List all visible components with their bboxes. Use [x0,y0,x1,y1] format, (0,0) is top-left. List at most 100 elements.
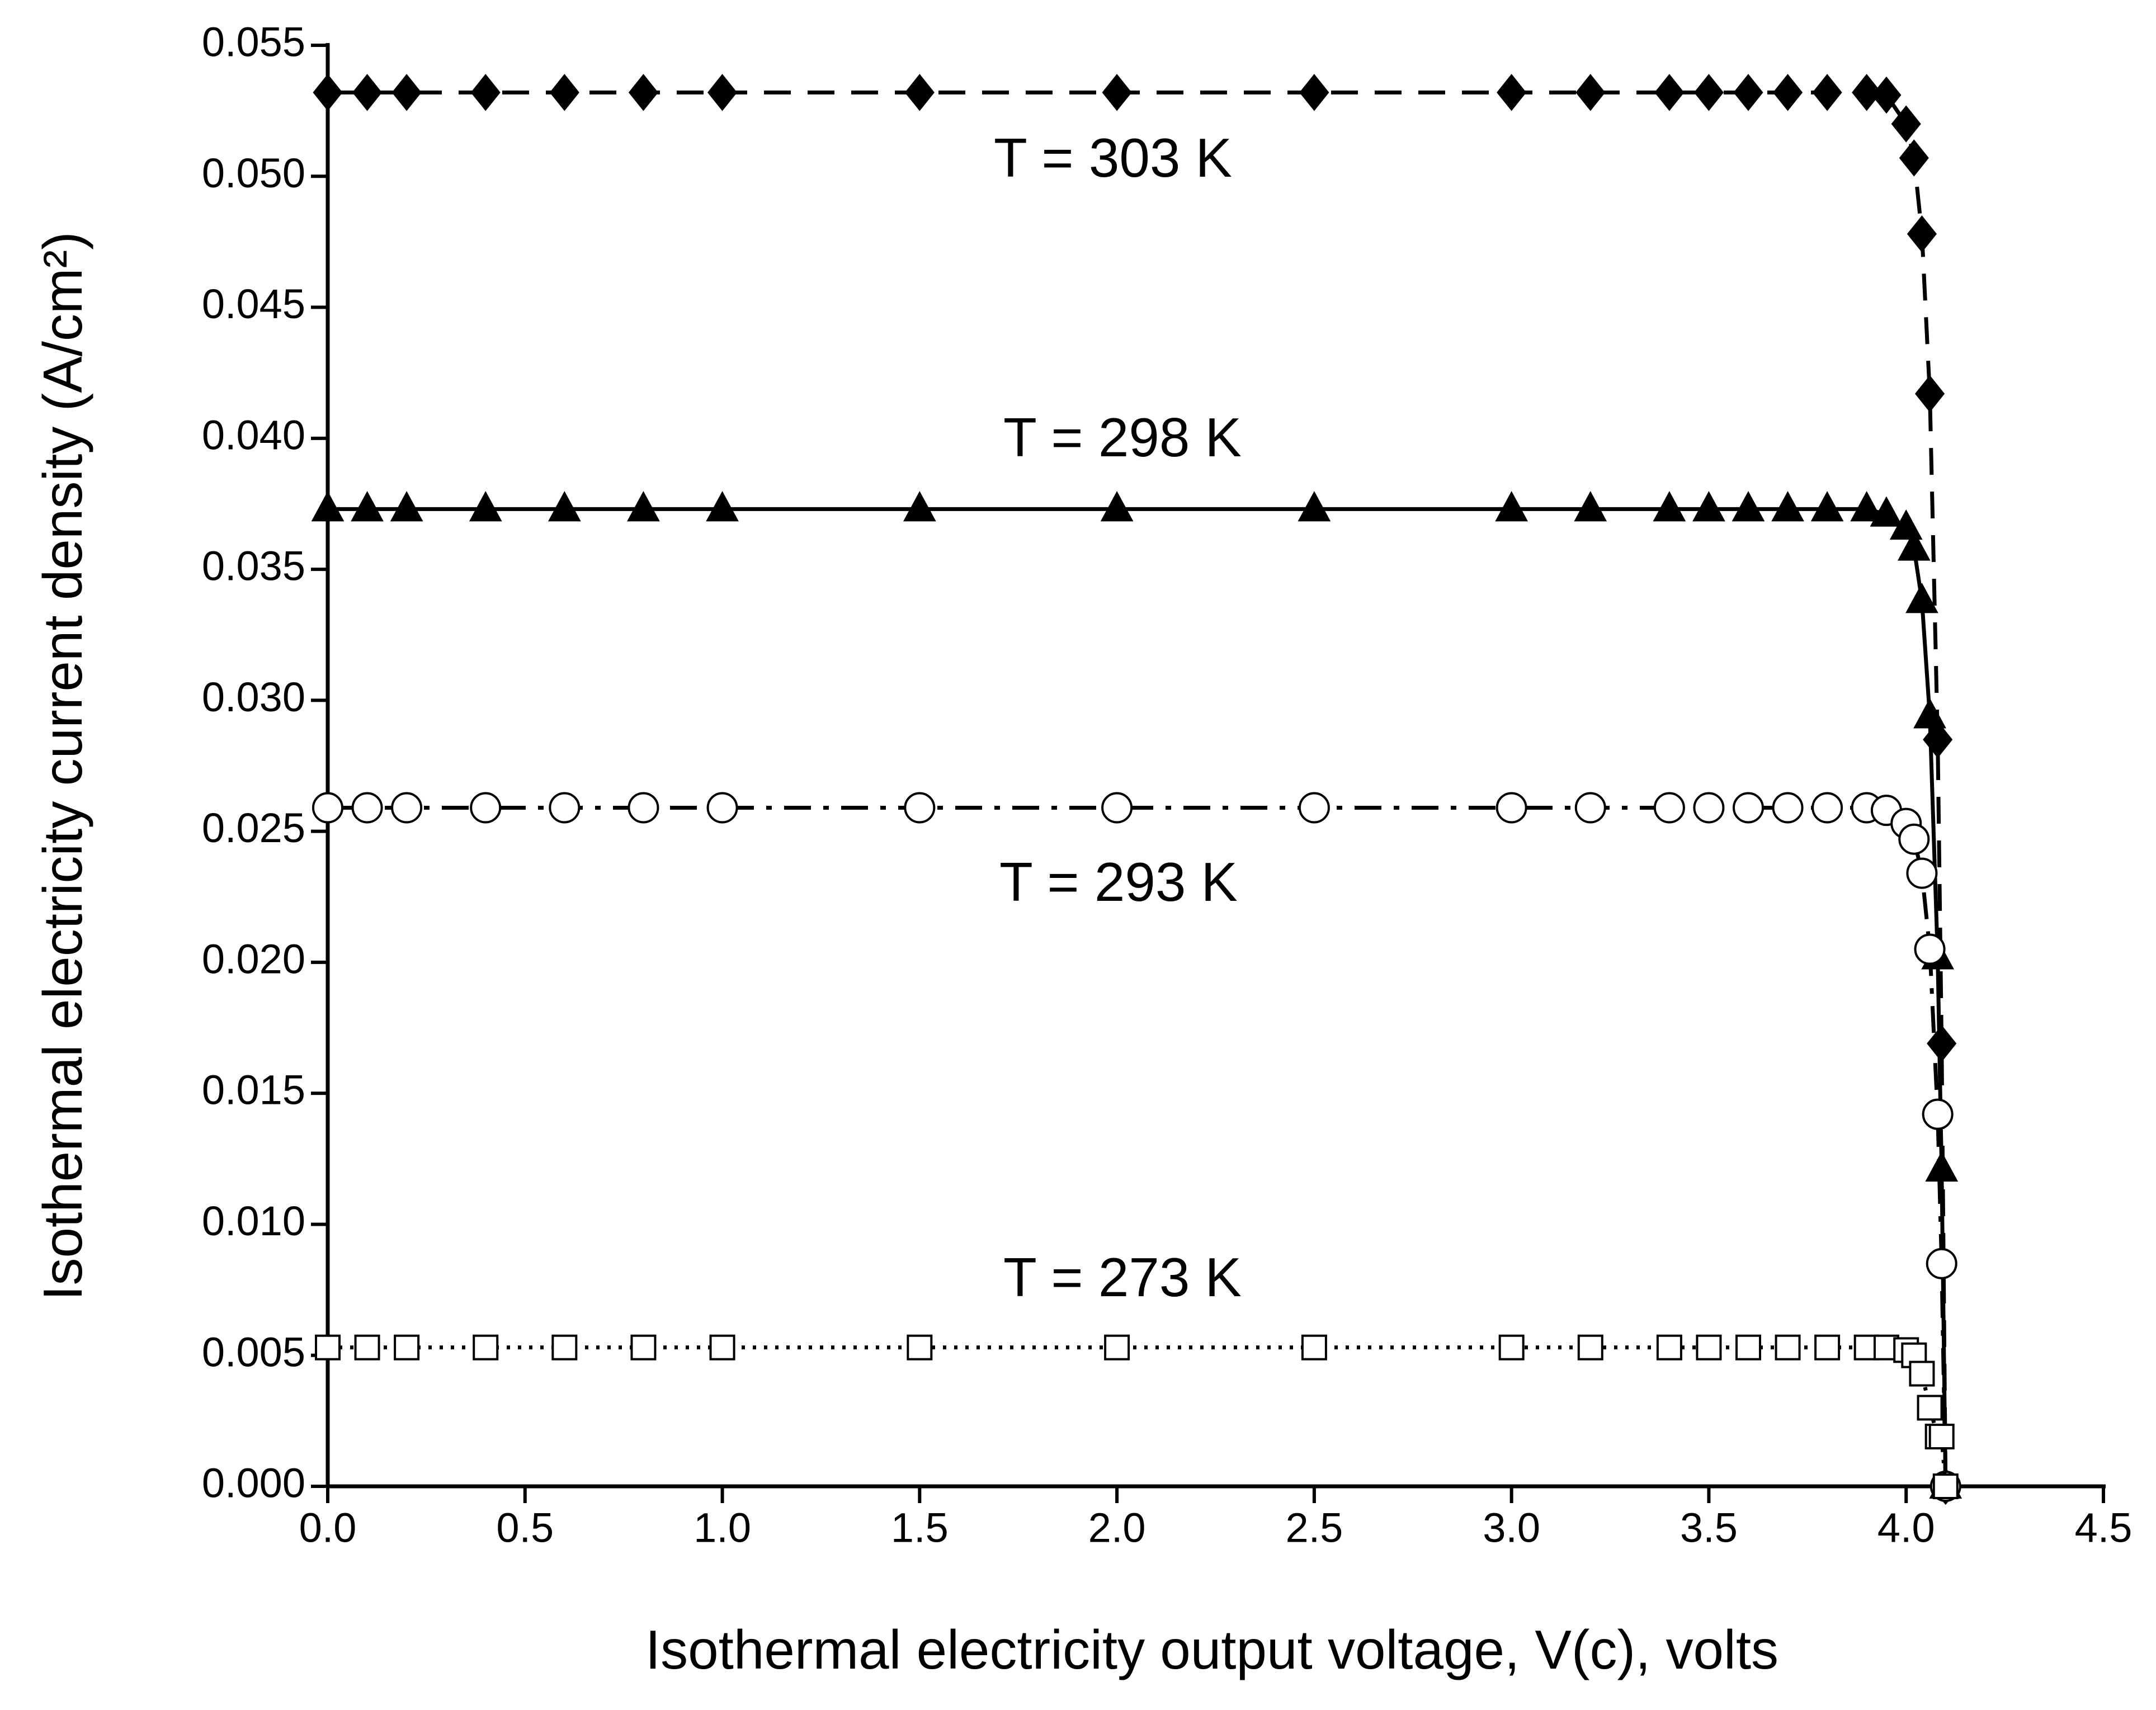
marker [1104,1334,1130,1361]
marker [1577,1334,1603,1361]
marker [1812,74,1842,111]
marker [1653,491,1686,522]
marker [1498,1334,1525,1361]
marker [549,792,581,824]
marker [1814,1334,1841,1361]
marker [1772,74,1803,111]
x-tick-label: 0.0 [299,1505,357,1551]
marker [630,1334,657,1361]
marker [903,491,936,522]
marker [549,74,579,111]
marker [1914,375,1945,413]
marker [1772,792,1804,824]
marker [1897,530,1931,561]
x-tick-label: 1.0 [693,1505,751,1551]
marker [1810,491,1844,522]
marker [548,491,581,522]
marker [354,1334,380,1361]
x-tick-label: 2.5 [1285,1505,1343,1551]
y-tick-label: 0.015 [202,1067,305,1113]
marker [473,1334,499,1361]
marker [1898,823,1930,855]
marker [470,74,501,111]
marker [1301,1334,1327,1361]
x-axis-title: Isothermal electricity output voltage, V… [645,1619,1778,1680]
y-tick-label: 0.010 [202,1198,305,1244]
marker [1870,496,1903,527]
marker [1298,792,1330,824]
marker [1926,1248,1957,1279]
marker [1100,491,1134,522]
x-tick-label: 4.5 [2075,1505,2133,1551]
marker [1298,491,1331,522]
y-tick-label: 0.055 [202,19,305,65]
marker [1909,1361,1935,1387]
y-tick-label: 0.035 [202,543,305,589]
marker [391,792,423,824]
y-tick-label: 0.040 [202,412,305,458]
annotation: T = 298 K [1003,407,1242,468]
marker [351,491,384,522]
marker [391,74,422,111]
marker [628,792,659,824]
annotation: T = 273 K [1003,1246,1242,1308]
marker [1771,491,1804,522]
marker [1574,491,1607,522]
marker [1922,1098,1954,1130]
marker [1733,792,1764,824]
marker [1497,74,1527,111]
marker [1899,139,1929,177]
marker [904,792,936,824]
marker [627,491,660,522]
marker [907,1334,933,1361]
marker [706,491,739,522]
x-tick-label: 1.5 [891,1505,949,1551]
marker [1654,74,1685,111]
marker [1653,792,1685,824]
series-line [328,90,1948,1487]
y-tick-label: 0.030 [202,674,305,720]
marker [1914,933,1946,965]
marker [1850,491,1884,522]
marker [628,74,659,111]
series-line [328,1345,1948,1487]
marker [351,792,383,824]
x-tick-label: 2.0 [1088,1505,1146,1551]
annotation: T = 293 K [999,851,1238,913]
x-tick-label: 0.5 [496,1505,554,1551]
marker [1925,1151,1959,1182]
marker [1693,74,1724,111]
marker [1852,74,1882,111]
marker [904,74,935,111]
marker [1927,1024,1957,1062]
y-tick-label: 0.000 [202,1460,305,1506]
marker [1906,857,1938,889]
marker [1299,74,1329,111]
marker [1735,1334,1761,1361]
marker [1732,491,1765,522]
marker [1575,74,1606,111]
annotation: T = 303 K [994,127,1232,188]
y-tick-label: 0.020 [202,936,305,982]
marker [469,491,502,522]
marker [1932,1473,1959,1499]
marker [352,74,383,111]
marker [1733,74,1763,111]
marker [1696,1334,1722,1361]
marker [312,792,343,824]
marker [707,74,738,111]
marker [1693,792,1725,824]
marker [390,491,423,522]
x-tick-label: 3.0 [1483,1505,1540,1551]
marker [313,74,343,111]
marker [1495,491,1528,522]
marker [706,792,738,824]
marker [394,1334,420,1361]
y-tick-label: 0.005 [202,1329,305,1375]
marker [311,491,345,522]
marker [315,1334,341,1361]
marker [1811,792,1843,824]
marker [1101,792,1133,824]
marker [1574,792,1606,824]
